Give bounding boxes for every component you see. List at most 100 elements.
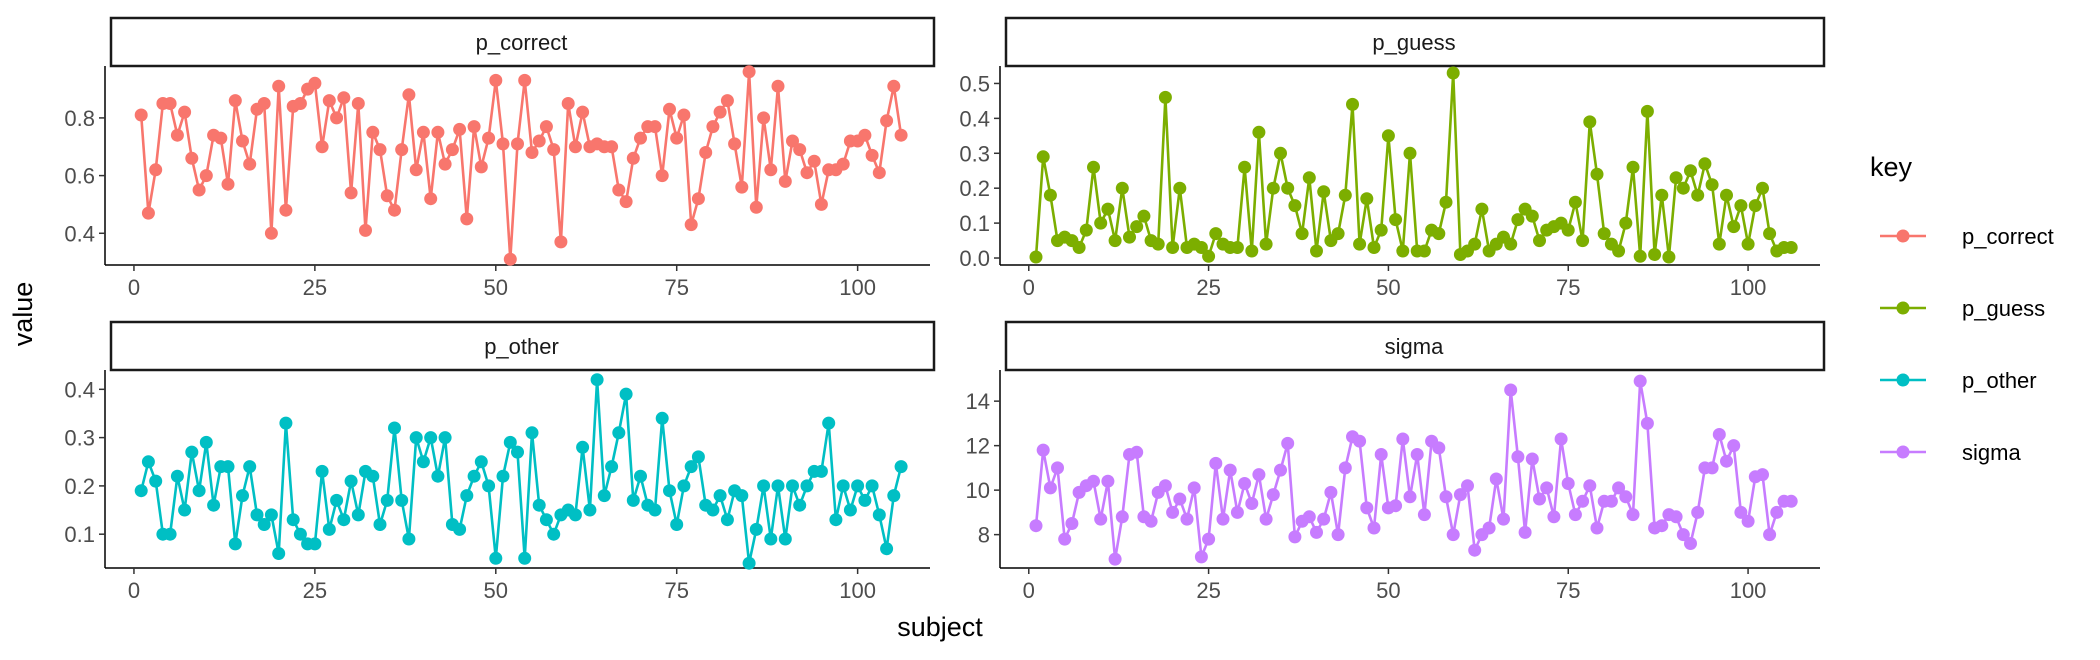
series-line-p_guess bbox=[1034, 71, 1792, 259]
data-point bbox=[1209, 227, 1223, 241]
data-point bbox=[684, 218, 698, 232]
data-point bbox=[489, 73, 503, 87]
y-tick-label: 0.3 bbox=[959, 141, 990, 166]
y-tick-label: 0.8 bbox=[64, 106, 95, 131]
data-point bbox=[1511, 450, 1525, 464]
data-point bbox=[286, 513, 300, 527]
data-point bbox=[1568, 508, 1582, 522]
data-point bbox=[1619, 490, 1633, 504]
data-point bbox=[1403, 490, 1417, 504]
data-point bbox=[1381, 129, 1395, 143]
data-point bbox=[1353, 237, 1367, 251]
data-point bbox=[720, 94, 734, 108]
data-point bbox=[786, 479, 799, 493]
data-point bbox=[1123, 230, 1136, 244]
data-point bbox=[308, 76, 322, 90]
data-point bbox=[1166, 505, 1180, 519]
data-point bbox=[1043, 481, 1057, 495]
data-point bbox=[163, 97, 177, 110]
strip-box bbox=[1004, 320, 1826, 372]
data-point bbox=[1396, 432, 1410, 446]
data-point bbox=[178, 105, 192, 119]
data-point bbox=[757, 479, 771, 493]
y-tick-label: 0.4 bbox=[959, 106, 990, 131]
data-point bbox=[1087, 474, 1100, 488]
data-point bbox=[865, 479, 879, 493]
data-point bbox=[880, 114, 894, 128]
data-point bbox=[322, 522, 336, 536]
data-point bbox=[1216, 512, 1230, 526]
y-tick-label: 0.0 bbox=[959, 246, 990, 271]
data-point bbox=[858, 493, 872, 507]
data-point bbox=[1626, 508, 1640, 522]
data-point bbox=[1029, 250, 1043, 264]
y-tick-label: 10 bbox=[966, 478, 990, 503]
data-point bbox=[366, 469, 380, 483]
x-tick-label: 100 bbox=[1730, 275, 1767, 300]
data-point bbox=[1252, 468, 1266, 482]
data-point bbox=[163, 527, 177, 541]
data-point bbox=[1604, 494, 1618, 508]
data-point bbox=[1101, 202, 1115, 216]
data-point bbox=[221, 177, 235, 191]
y-tick-label: 0.3 bbox=[64, 426, 95, 451]
data-point bbox=[1130, 445, 1144, 459]
data-point bbox=[1324, 485, 1338, 499]
data-point bbox=[402, 88, 416, 102]
data-point bbox=[1094, 512, 1108, 526]
data-point bbox=[330, 493, 344, 507]
data-point bbox=[1439, 490, 1453, 504]
data-point bbox=[677, 108, 691, 122]
data-point bbox=[518, 551, 532, 565]
data-point bbox=[1734, 199, 1748, 213]
data-point bbox=[800, 166, 814, 180]
data-point bbox=[793, 498, 807, 512]
data-point bbox=[1417, 508, 1431, 522]
data-point bbox=[395, 493, 409, 507]
data-point bbox=[344, 474, 358, 488]
data-point bbox=[735, 489, 749, 503]
x-tick-label: 0 bbox=[1023, 578, 1035, 603]
data-point bbox=[1274, 146, 1287, 160]
strip-label: p_correct bbox=[476, 30, 568, 55]
x-tick-label: 25 bbox=[1196, 275, 1220, 300]
strip-label: sigma bbox=[1385, 334, 1444, 359]
data-point bbox=[1338, 188, 1352, 202]
data-point bbox=[192, 183, 206, 197]
data-point bbox=[185, 151, 199, 165]
data-point bbox=[619, 387, 633, 401]
data-point bbox=[279, 203, 293, 217]
legend-item-p_guess: p_guess bbox=[1880, 296, 2045, 321]
data-point bbox=[590, 373, 604, 387]
data-point bbox=[1497, 512, 1510, 526]
data-point bbox=[1051, 461, 1064, 475]
x-tick-label: 50 bbox=[484, 578, 508, 603]
data-point bbox=[1317, 185, 1331, 199]
facet-panel-p_guess: p_guess 0.0 0.1 0.2 0.3 0.4 0.5 0 25 50 75 100 bbox=[959, 16, 1826, 300]
data-point bbox=[1597, 227, 1611, 241]
data-point bbox=[178, 503, 192, 517]
data-point bbox=[192, 484, 206, 498]
data-point bbox=[395, 143, 409, 157]
legend-item-p_other: p_other bbox=[1880, 368, 2037, 393]
x-tick-label: 0 bbox=[1023, 275, 1035, 300]
data-point bbox=[1626, 160, 1640, 174]
data-point bbox=[1576, 494, 1590, 508]
data-point bbox=[344, 186, 358, 200]
data-point bbox=[764, 532, 778, 546]
data-point bbox=[1187, 481, 1201, 495]
data-point bbox=[293, 97, 307, 110]
data-point bbox=[1633, 249, 1647, 263]
data-point bbox=[887, 79, 901, 93]
data-point bbox=[663, 102, 676, 116]
data-point bbox=[568, 140, 582, 154]
data-point bbox=[713, 105, 727, 119]
data-point bbox=[1439, 195, 1453, 209]
data-point bbox=[1245, 244, 1259, 258]
data-point bbox=[547, 527, 561, 541]
data-point bbox=[843, 503, 857, 517]
series-line-p_correct bbox=[139, 70, 903, 261]
data-point bbox=[1720, 454, 1733, 468]
data-point bbox=[1374, 223, 1388, 237]
data-point bbox=[337, 91, 351, 105]
